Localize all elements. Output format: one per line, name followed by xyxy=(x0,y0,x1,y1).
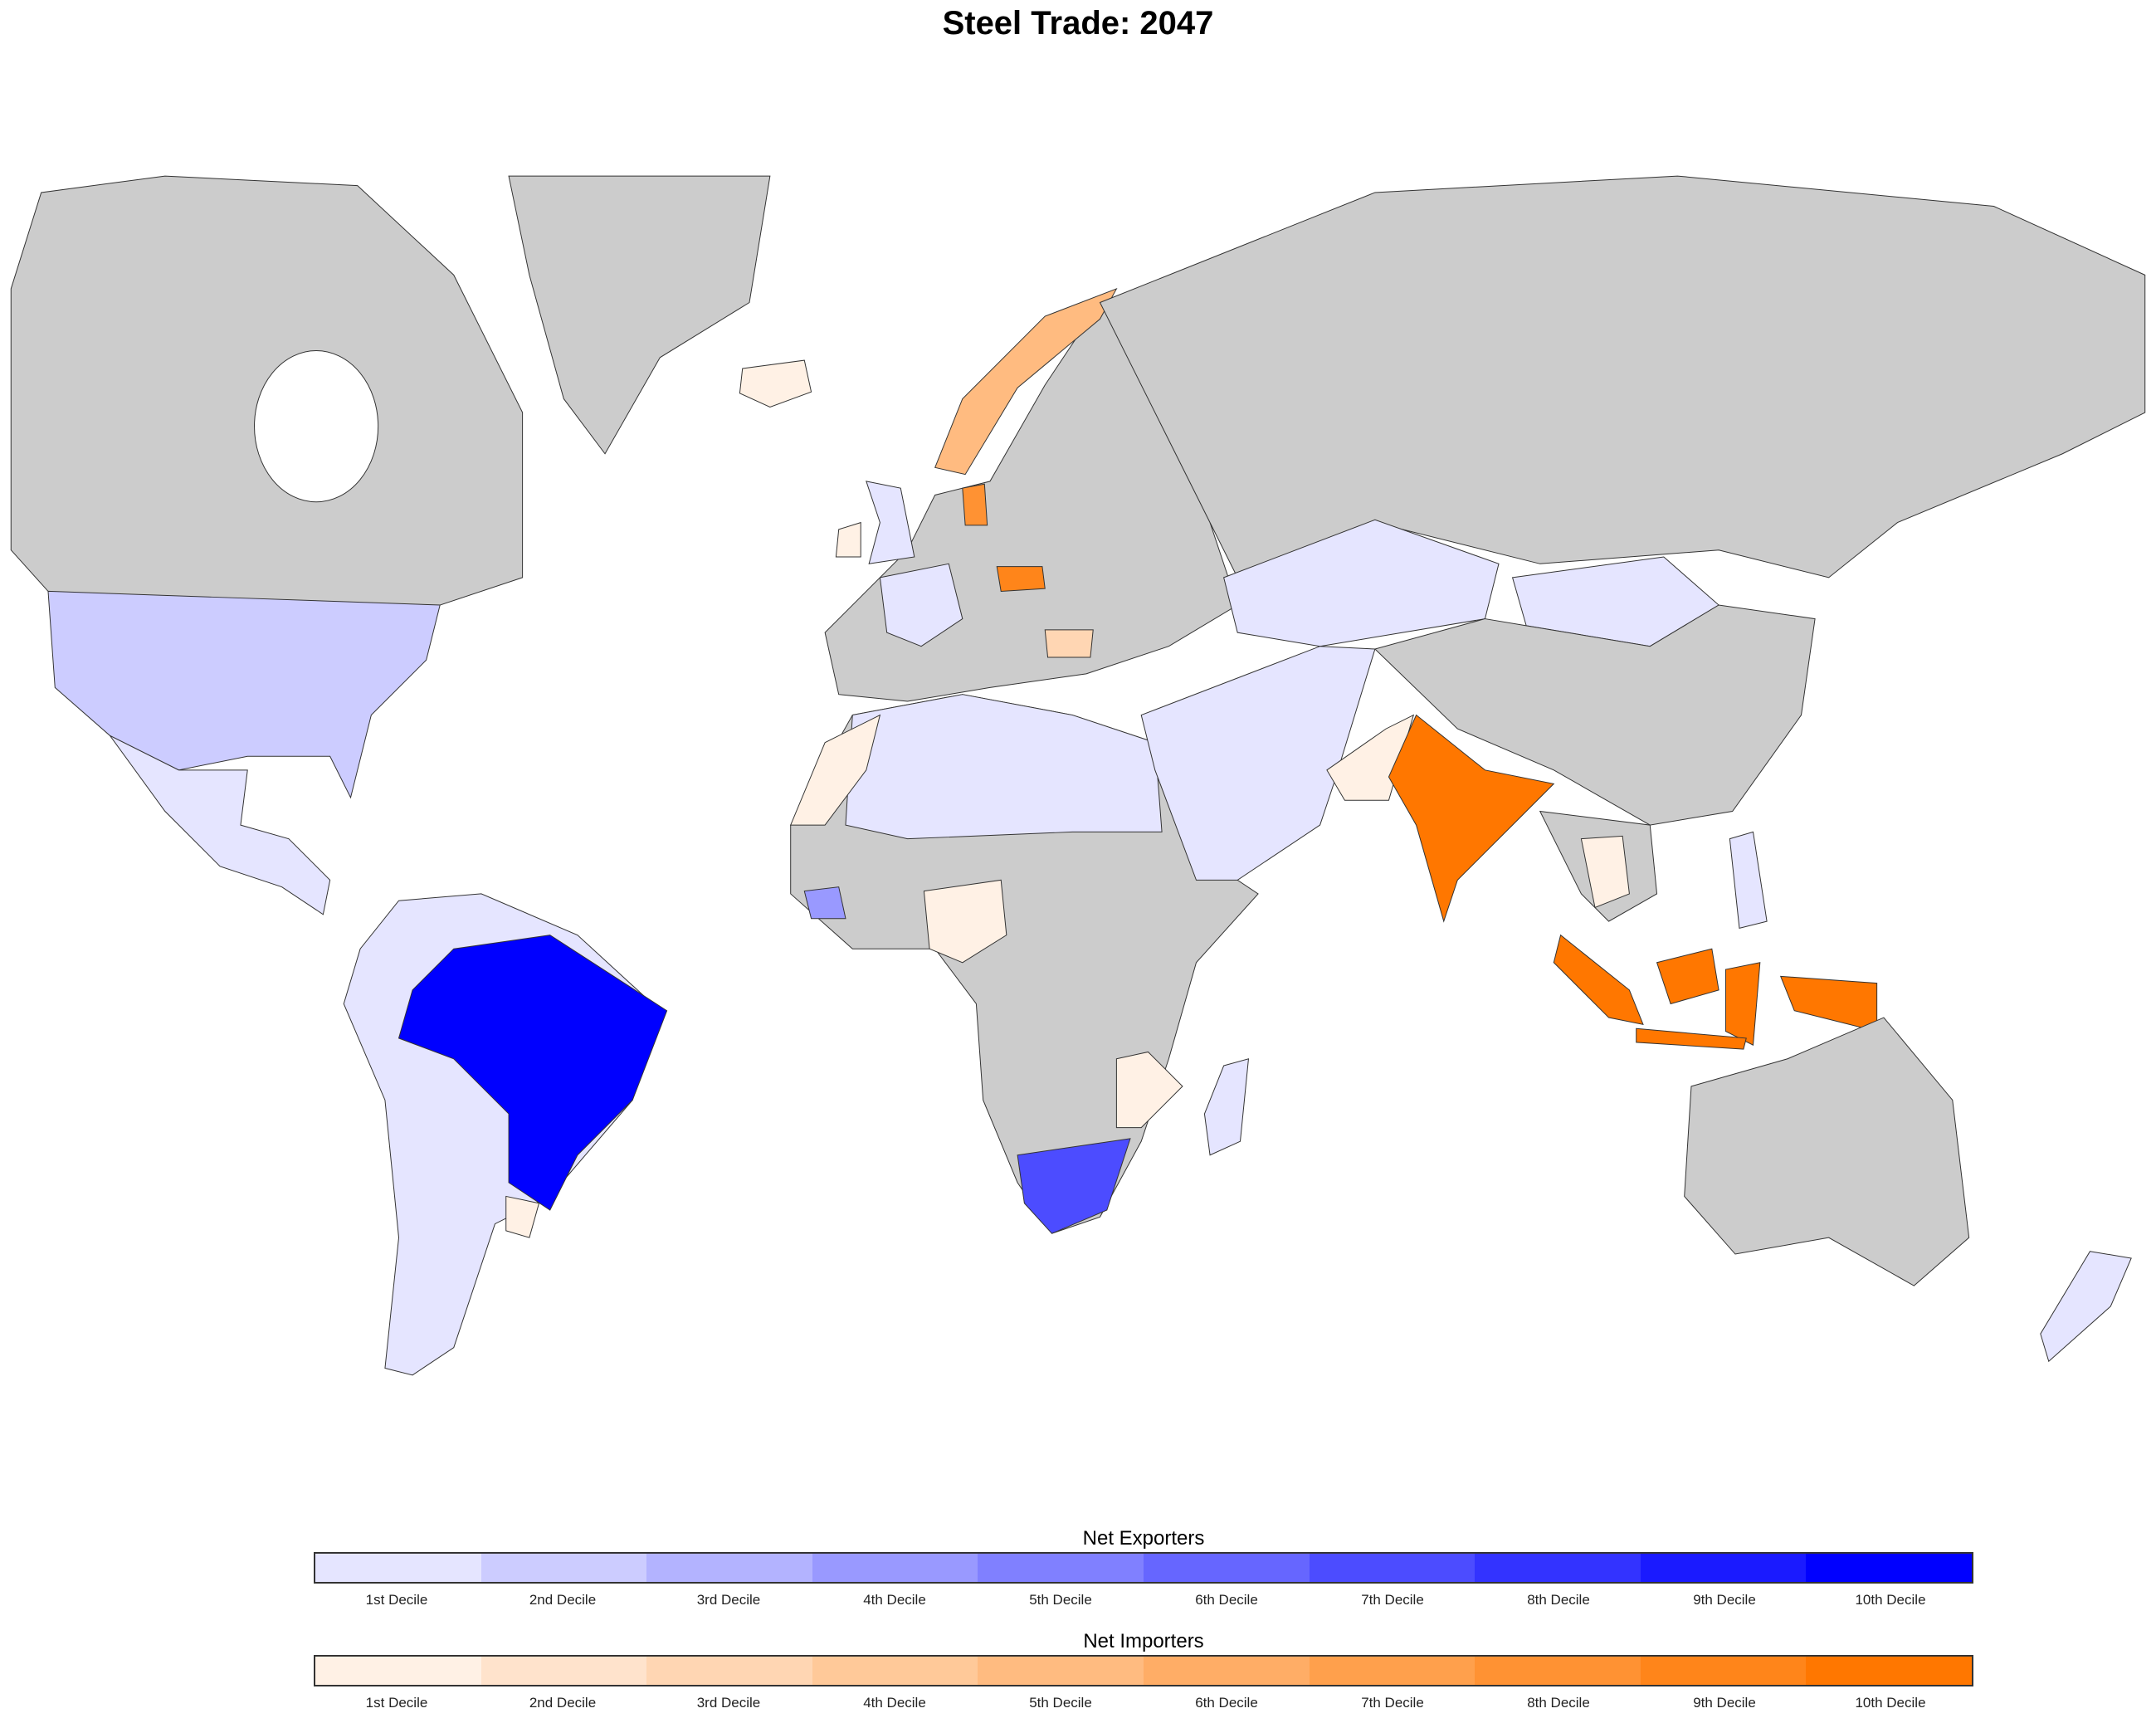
legend-swatch xyxy=(315,1554,481,1582)
country-iceland xyxy=(739,359,812,408)
country-south-africa xyxy=(1017,1138,1131,1234)
country-indonesia xyxy=(1779,975,1878,1032)
legend-swatch xyxy=(1640,1554,1807,1582)
country-guinea xyxy=(803,886,846,920)
legend-exporters-title: Net Exporters xyxy=(1082,1527,1205,1550)
legend-swatch xyxy=(1806,1554,1972,1582)
country-france xyxy=(879,563,963,647)
country-philippines xyxy=(1729,831,1768,929)
legend-importers-title: Net Importers xyxy=(1083,1630,1204,1652)
legend-label: 6th Decile xyxy=(1195,1592,1258,1608)
legend-swatch xyxy=(480,1554,647,1582)
legend-swatch xyxy=(1475,1657,1641,1685)
country-uruguay xyxy=(505,1195,540,1238)
legend-label: 7th Decile xyxy=(1361,1592,1424,1608)
legend-swatch xyxy=(1475,1554,1641,1582)
country-indonesia xyxy=(1724,962,1761,1046)
country-china xyxy=(1373,604,1816,826)
map-title: Steel Trade: 2047 xyxy=(942,5,1214,41)
country-brazil xyxy=(398,935,668,1211)
country-mexico-central-america xyxy=(110,735,331,915)
country-morocco xyxy=(789,714,881,826)
legend-label: 6th Decile xyxy=(1195,1695,1258,1711)
legend-swatch xyxy=(480,1657,647,1685)
legend-swatch xyxy=(1640,1657,1807,1685)
country-usa xyxy=(47,590,441,799)
legend-swatch xyxy=(646,1554,812,1582)
country-uk xyxy=(866,481,915,564)
legend-label: 2nd Decile xyxy=(529,1695,597,1711)
legend-exporters-labels: 1st Decile 2nd Decile 3rd Decile 4th Decile… xyxy=(314,1592,1973,1608)
country-indonesia xyxy=(1636,1027,1747,1050)
hudson-bay xyxy=(254,349,379,503)
country-australia xyxy=(1684,1017,1970,1286)
country-russia xyxy=(1099,175,2146,578)
country-denmark xyxy=(962,483,988,526)
legend-label: 9th Decile xyxy=(1693,1592,1756,1608)
legend-label: 8th Decile xyxy=(1527,1592,1590,1608)
legend-label: 5th Decile xyxy=(1029,1695,1092,1711)
legend-swatch xyxy=(315,1657,481,1685)
legend-label: 1st Decile xyxy=(365,1592,428,1608)
legend-label: 9th Decile xyxy=(1693,1695,1756,1711)
legend-label: 5th Decile xyxy=(1029,1592,1092,1608)
legend-swatch xyxy=(978,1554,1144,1582)
legend-label: 10th Decile xyxy=(1855,1695,1926,1711)
legend-importers-labels: 1st Decile 2nd Decile 3rd Decile 4th Decile… xyxy=(314,1695,1973,1711)
legend-label: 7th Decile xyxy=(1361,1695,1424,1711)
country-indonesia xyxy=(1656,948,1719,1005)
country-indonesia xyxy=(1553,934,1644,1026)
legend-swatch xyxy=(812,1657,978,1685)
legend-swatch xyxy=(1143,1554,1310,1582)
legend-exporters: Net Exporters 1st Decile 2nd Decile 3rd De… xyxy=(314,1527,1973,1608)
country-bulgaria xyxy=(1044,629,1094,658)
country-ireland xyxy=(835,521,861,558)
country-czechia xyxy=(996,566,1046,592)
legend-importers: Net Importers 1st Decile 2nd Decile 3rd De… xyxy=(314,1630,1973,1711)
legend-label: 3rd Decile xyxy=(696,1695,761,1711)
legend-exporters-colorbar xyxy=(314,1552,1973,1584)
country-middle-east xyxy=(1140,646,1376,881)
country-greenland xyxy=(508,175,771,455)
legend-swatch xyxy=(1309,1657,1476,1685)
legend-swatch xyxy=(978,1657,1144,1685)
legend-swatch xyxy=(812,1554,978,1582)
legend-swatch xyxy=(1806,1657,1972,1685)
country-north-africa xyxy=(845,694,1163,840)
legend-label: 8th Decile xyxy=(1527,1695,1590,1711)
country-nigeria xyxy=(923,879,1007,964)
legend-importers-colorbar xyxy=(314,1655,1973,1686)
legend-label: 2nd Decile xyxy=(529,1592,597,1608)
legend-swatch xyxy=(1309,1554,1476,1582)
country-thailand xyxy=(1580,835,1630,909)
country-mozambique xyxy=(1115,1051,1183,1129)
legend-swatch xyxy=(646,1657,812,1685)
legend-label: 4th Decile xyxy=(863,1592,926,1608)
country-new-zealand xyxy=(2040,1251,2132,1363)
legend-label: 4th Decile xyxy=(863,1695,926,1711)
legend-label: 1st Decile xyxy=(365,1695,428,1711)
legend-label: 3rd Decile xyxy=(696,1592,761,1608)
country-india xyxy=(1388,714,1555,923)
country-madagascar xyxy=(1203,1058,1250,1156)
legend-swatch xyxy=(1143,1657,1310,1685)
legend-label: 10th Decile xyxy=(1855,1592,1926,1608)
